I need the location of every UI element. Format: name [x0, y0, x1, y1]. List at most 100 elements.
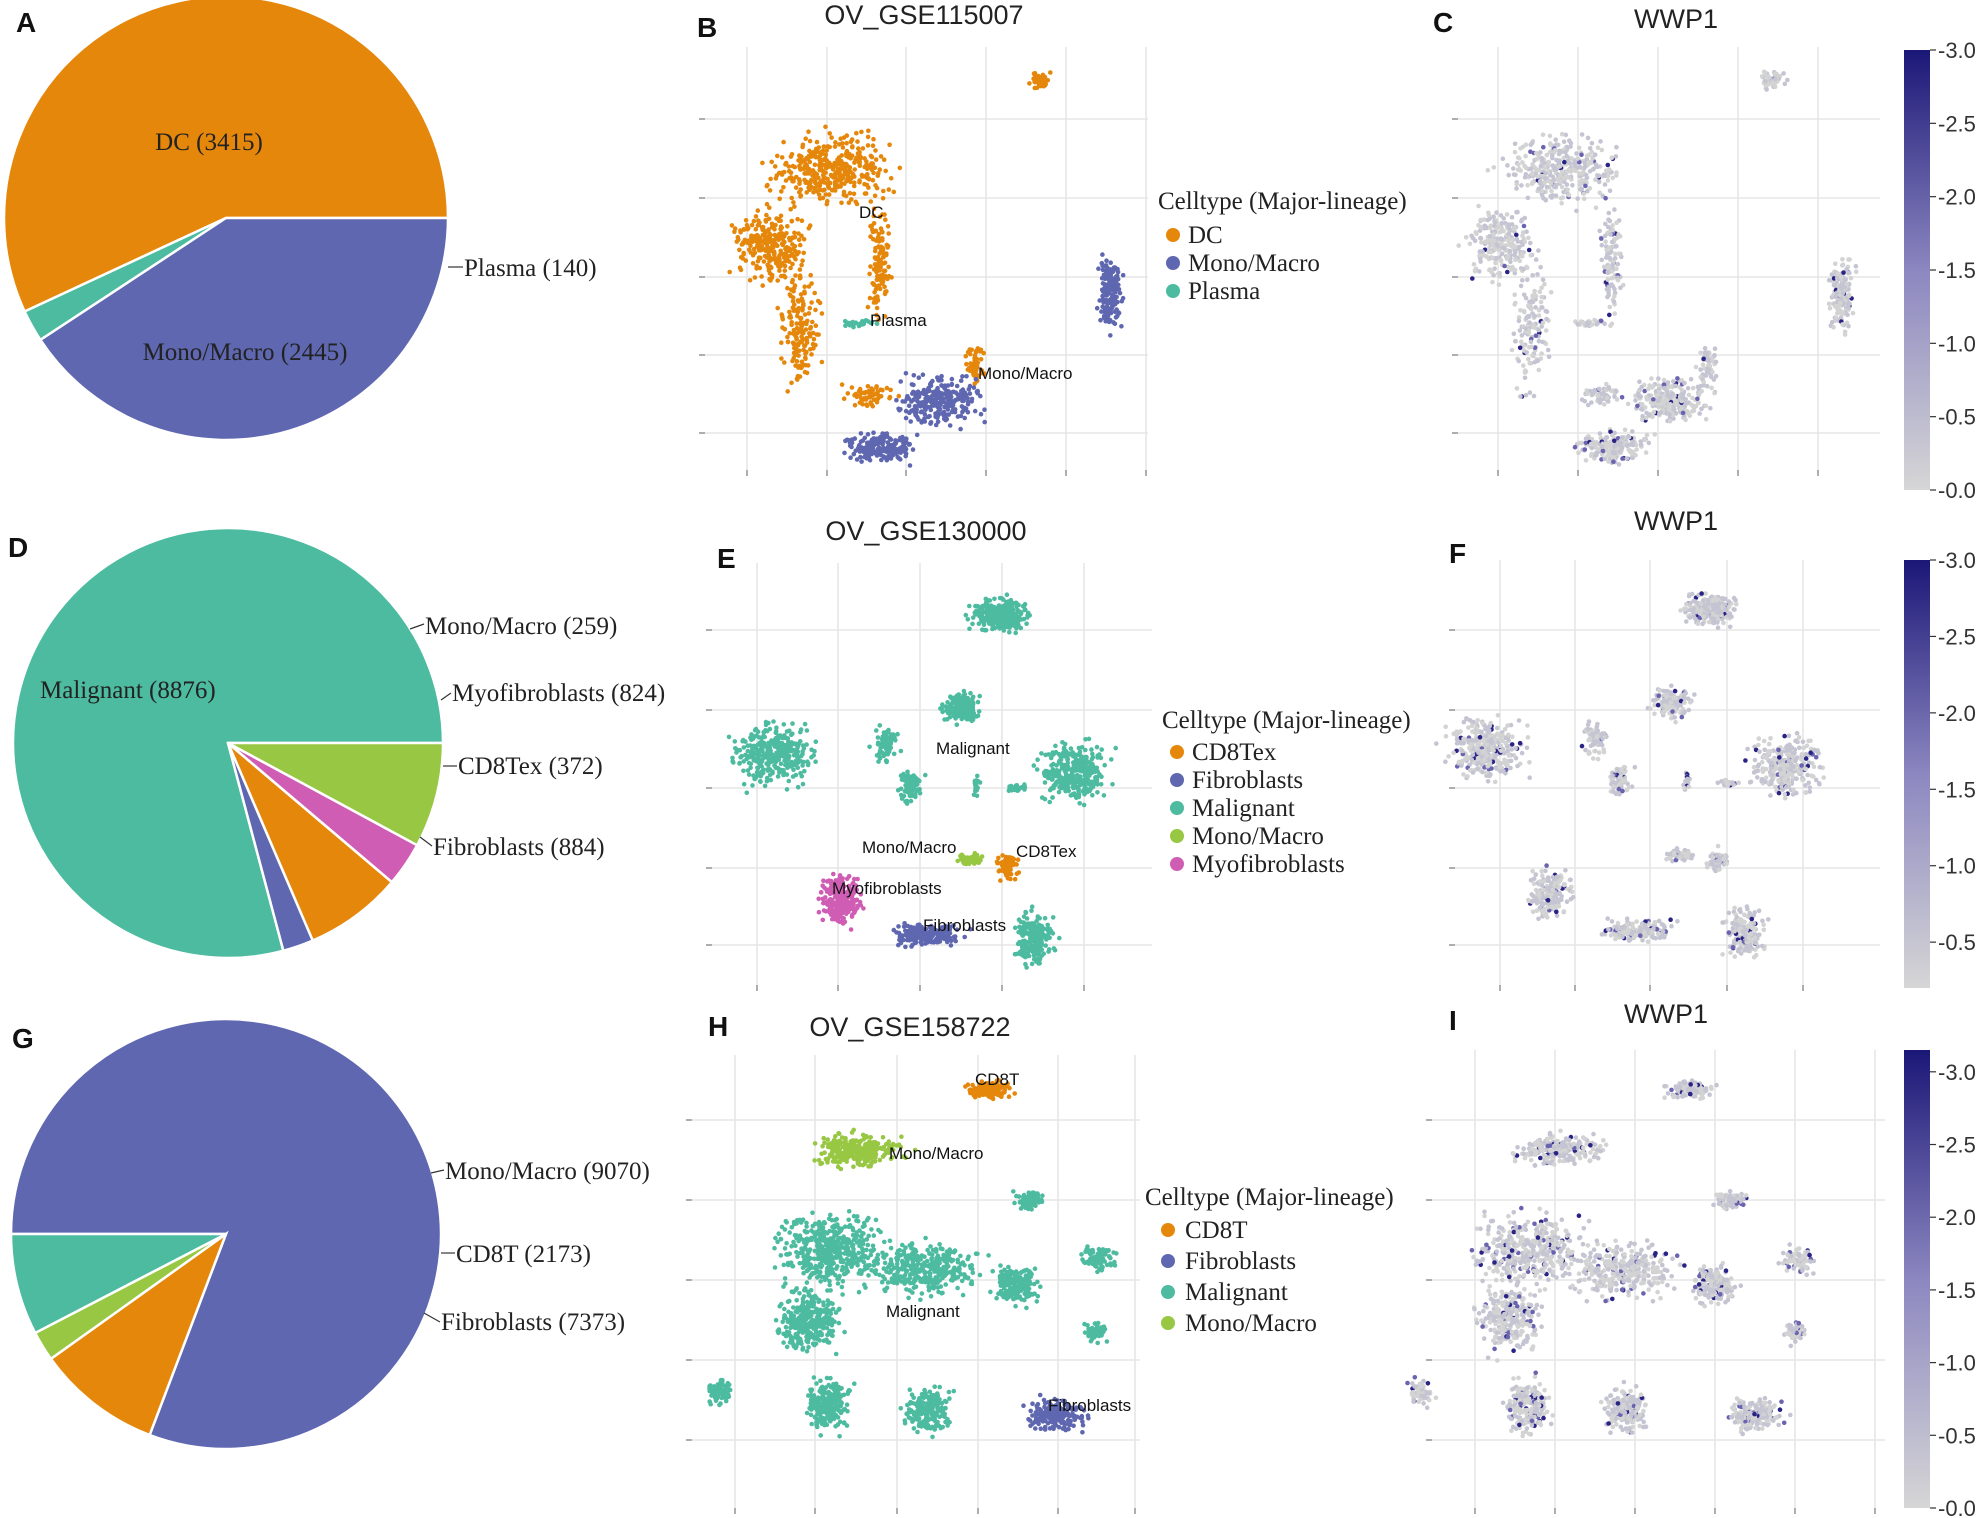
umap-cell-point	[1050, 795, 1055, 800]
umap-cell-point	[804, 370, 810, 376]
umap-cell-point	[1616, 232, 1621, 237]
umap-cell-point	[778, 213, 784, 219]
umap-cell-point	[801, 236, 807, 242]
umap-cell-point	[911, 397, 916, 403]
umap-cell-point	[802, 284, 807, 290]
umap-cell-point	[1085, 786, 1090, 792]
umap-cell-point	[883, 745, 889, 750]
umap-cell-point	[774, 725, 779, 730]
umap-cell-point	[1605, 277, 1610, 282]
umap-cell-point	[1599, 242, 1605, 248]
umap-cell-point	[800, 307, 805, 312]
umap-cell-point	[1050, 915, 1056, 920]
pie-slice	[49, 1230, 229, 1437]
umap-cell-point	[1499, 242, 1504, 247]
umap-cell-point	[751, 773, 756, 778]
umap-cell-point	[1509, 347, 1515, 353]
umap-cell-point	[1622, 427, 1628, 433]
umap-cell-point	[820, 151, 826, 156]
umap-cell-point	[876, 283, 882, 288]
umap-cell-point	[1847, 270, 1852, 276]
umap-cell-point	[813, 172, 819, 177]
umap-cell-point	[1596, 179, 1602, 185]
umap-cell-point	[1054, 763, 1059, 768]
umap-cell-point	[1009, 608, 1014, 614]
umap-cell-point	[1556, 164, 1562, 169]
umap-cell-point	[800, 781, 806, 787]
umap-cell-point	[764, 212, 769, 218]
umap-cell-point	[1604, 168, 1609, 173]
umap-cell-point	[1033, 79, 1038, 85]
umap-cell-point	[1541, 144, 1546, 150]
umap-cell-point	[761, 755, 767, 760]
umap-cell-point	[789, 219, 795, 224]
umap-cell-point	[856, 146, 861, 151]
umap-cell-point	[1638, 442, 1644, 448]
umap-cell-point	[1513, 338, 1518, 344]
umap-cell-point	[1535, 174, 1540, 179]
umap-cell-point	[806, 311, 812, 316]
umap-cell-point	[771, 256, 777, 262]
umap-cell-point	[1703, 403, 1709, 409]
umap-cell-point	[775, 278, 780, 283]
umap-cell-point	[774, 750, 779, 756]
umap-cell-point	[1548, 290, 1554, 295]
umap-cell-point	[967, 716, 972, 722]
umap-cell-point	[1102, 263, 1107, 269]
umap-cell-point	[978, 348, 983, 353]
umap-cell-point	[1103, 310, 1108, 316]
umap-cell-point	[1698, 367, 1703, 372]
umap-cell-point	[1094, 305, 1100, 311]
umap-cell-point	[759, 274, 764, 279]
umap-cell-point	[1498, 213, 1504, 218]
umap-cell-point	[995, 618, 1001, 624]
umap-cell-point	[860, 402, 865, 407]
umap-cell-point	[777, 268, 782, 273]
umap-cell-point	[824, 158, 830, 163]
umap-cell-point	[846, 155, 851, 160]
umap-cell-point	[865, 384, 871, 389]
umap-cell-point	[1014, 613, 1019, 618]
umap-cell-point	[1509, 267, 1514, 272]
umap-cell-point	[865, 134, 871, 140]
umap-expression-plot-c	[1452, 47, 1880, 476]
umap-cell-point	[1612, 311, 1617, 316]
umap-cell-point	[819, 311, 825, 316]
umap-cell-point	[850, 144, 855, 149]
umap-cell-point	[1094, 744, 1100, 750]
umap-cell-point	[787, 292, 793, 297]
umap-cell-point	[974, 389, 980, 395]
umap-cell-point	[1595, 173, 1601, 179]
umap-cell-point	[801, 759, 806, 765]
umap-cell-point	[760, 283, 765, 288]
umap-cell-point	[812, 162, 818, 168]
umap-cell-point	[1646, 440, 1652, 446]
umap-cell-point	[907, 463, 913, 468]
umap-cell-point	[1518, 394, 1523, 399]
umap-cell-point	[1511, 243, 1517, 249]
umap-cell-point	[1616, 251, 1622, 256]
umap-cell-point	[1686, 410, 1691, 415]
umap-cell-point	[877, 214, 883, 220]
umap-cell-point	[888, 437, 894, 442]
umap-cell-point	[866, 454, 871, 460]
umap-cell-point	[1690, 409, 1695, 414]
umap-cell-point	[1100, 267, 1106, 273]
umap-cell-point	[1089, 783, 1094, 788]
umap-cell-point	[743, 218, 749, 223]
umap-cell-point	[797, 181, 802, 186]
umap-cell-point	[1559, 201, 1564, 206]
umap-cell-point	[1060, 740, 1065, 745]
umap-cell-point	[945, 407, 951, 412]
umap-cell-point	[794, 376, 800, 382]
umap-cell-point	[1516, 318, 1522, 324]
umap-cell-point	[1513, 257, 1518, 263]
umap-cell-point	[1512, 292, 1517, 298]
umap-cell-point	[1017, 609, 1023, 615]
umap-cell-point	[1112, 301, 1118, 307]
umap-cell-point	[1583, 183, 1588, 189]
umap-cell-point	[786, 259, 792, 264]
umap-cell-point	[802, 157, 807, 163]
umap-cell-point	[1600, 448, 1606, 454]
umap-cell-point	[1548, 181, 1554, 186]
